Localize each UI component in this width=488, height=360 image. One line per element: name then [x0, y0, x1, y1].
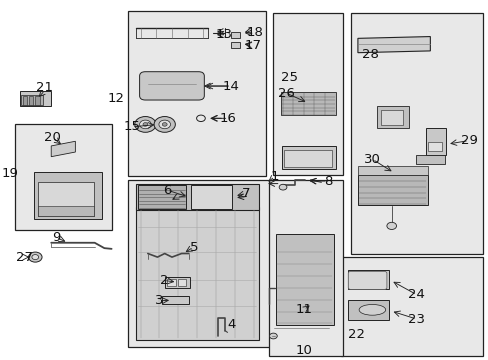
Bar — [38, 206, 94, 216]
Bar — [167, 279, 176, 286]
Bar — [275, 234, 333, 325]
Circle shape — [142, 123, 147, 126]
Bar — [20, 91, 51, 107]
Bar — [347, 270, 388, 289]
Bar — [273, 13, 343, 175]
Bar — [136, 184, 258, 211]
Text: 23: 23 — [407, 312, 425, 326]
Bar — [15, 125, 111, 230]
Text: 20: 20 — [44, 131, 61, 144]
Bar — [128, 12, 265, 176]
Polygon shape — [357, 37, 429, 53]
Bar — [38, 182, 94, 216]
Circle shape — [162, 123, 167, 126]
Bar — [231, 32, 240, 39]
Text: 8: 8 — [323, 175, 331, 188]
Text: 26: 26 — [277, 87, 294, 100]
Circle shape — [279, 184, 286, 190]
Bar — [22, 96, 27, 105]
Text: 10: 10 — [295, 344, 312, 357]
Text: 19: 19 — [2, 167, 19, 180]
Text: 11: 11 — [295, 303, 312, 316]
Circle shape — [159, 120, 170, 129]
Circle shape — [32, 255, 39, 260]
Bar — [357, 166, 427, 175]
Bar — [231, 41, 240, 48]
Bar — [357, 175, 427, 205]
Bar — [164, 277, 189, 288]
Bar — [138, 185, 186, 209]
Text: 15: 15 — [123, 121, 140, 134]
Text: 14: 14 — [223, 80, 239, 93]
Bar — [162, 296, 188, 304]
Text: 24: 24 — [407, 288, 425, 301]
Circle shape — [139, 120, 151, 129]
Text: 16: 16 — [220, 112, 236, 125]
Bar — [284, 149, 331, 167]
Polygon shape — [51, 141, 75, 157]
Text: 25: 25 — [280, 71, 297, 84]
Bar — [427, 142, 442, 151]
Bar — [280, 92, 335, 116]
Text: 9: 9 — [52, 231, 60, 244]
Text: 12: 12 — [108, 92, 124, 105]
Text: 6: 6 — [163, 184, 171, 197]
Bar — [415, 155, 444, 164]
Text: 2: 2 — [159, 274, 168, 287]
Circle shape — [269, 333, 277, 339]
Text: 27: 27 — [16, 251, 33, 264]
Circle shape — [154, 117, 175, 132]
Circle shape — [28, 252, 42, 262]
Bar — [29, 96, 33, 105]
Bar — [281, 146, 335, 169]
Text: 21: 21 — [37, 81, 53, 94]
Bar — [376, 107, 408, 128]
Text: 7: 7 — [241, 187, 249, 200]
Text: 18: 18 — [245, 26, 263, 39]
Bar — [350, 13, 483, 253]
Text: 3: 3 — [154, 294, 163, 307]
Bar — [136, 207, 258, 339]
Text: 30: 30 — [363, 153, 380, 166]
Text: 1: 1 — [270, 170, 279, 183]
Text: 4: 4 — [227, 318, 235, 331]
Text: 28: 28 — [361, 48, 378, 61]
FancyBboxPatch shape — [347, 271, 386, 289]
Bar — [340, 257, 483, 356]
Circle shape — [135, 117, 156, 132]
Bar — [178, 279, 186, 286]
Bar — [128, 180, 270, 347]
Bar — [425, 128, 445, 155]
FancyBboxPatch shape — [139, 72, 204, 100]
Ellipse shape — [358, 305, 385, 315]
Text: 29: 29 — [460, 134, 476, 147]
Text: 13: 13 — [215, 28, 232, 41]
Bar — [21, 95, 43, 105]
Bar — [268, 180, 343, 356]
Bar — [191, 185, 232, 209]
Circle shape — [386, 222, 396, 229]
Bar — [380, 111, 402, 126]
Bar — [34, 172, 102, 219]
Text: 5: 5 — [189, 240, 198, 253]
Bar — [347, 300, 388, 320]
Text: 17: 17 — [244, 39, 261, 52]
Text: 22: 22 — [348, 328, 365, 341]
Bar — [35, 96, 40, 105]
